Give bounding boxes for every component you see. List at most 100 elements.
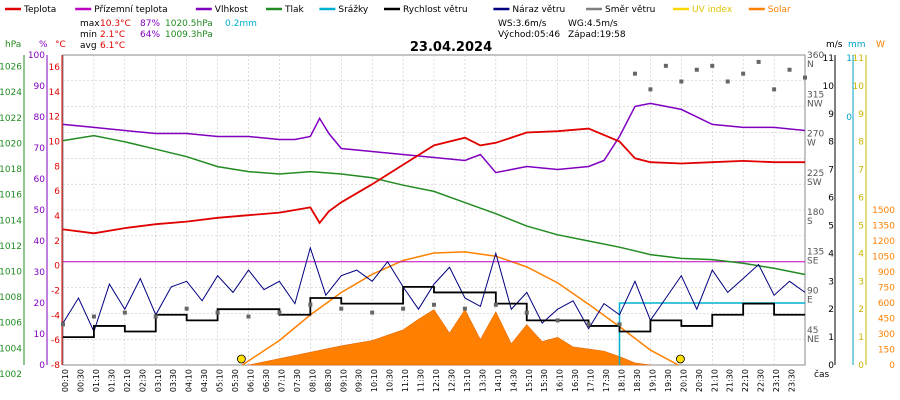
x-tick-label: 10:10 [370, 369, 379, 392]
axis-uv-tick: 7 [858, 166, 864, 176]
x-tick-label: 07:30 [293, 369, 302, 392]
x-tick-label: 02:30 [138, 369, 147, 392]
wind-dir-point [679, 79, 684, 84]
axis-uv-tick: 2 [858, 305, 864, 315]
axis-w-tick: 450 [878, 315, 895, 325]
axis-pct-tick: 0 [39, 361, 45, 371]
axis-pct-tick: 40 [34, 237, 46, 247]
axis-hpa-tick: 1002 [0, 370, 22, 380]
axis-hpa-tick: 1014 [0, 216, 22, 226]
x-tick-label: 02:10 [123, 369, 132, 392]
axis-dir-tick: E [807, 296, 813, 306]
x-tick-label: 20:30 [695, 369, 704, 392]
x-tick-label: 12:30 [447, 369, 456, 392]
axis-pct-tick: 100 [28, 51, 45, 61]
axis-w-tick: 600 [878, 299, 895, 309]
x-tick-label: 01:10 [92, 369, 101, 392]
x-tick-label: 15:10 [525, 369, 534, 392]
axis-w-tick: 0 [889, 361, 895, 371]
axis-ms-tick: 0 [828, 361, 834, 371]
x-tick-label: 11:30 [417, 369, 426, 392]
legend-label: Teplota [23, 5, 56, 15]
wind-dir-point [493, 302, 498, 307]
wind-dir-point [803, 75, 807, 80]
wind-dir-point [370, 310, 375, 315]
pressure-line [62, 134, 806, 276]
axis-temp-unit: °C [55, 40, 66, 50]
axis-hpa-tick: 1026 [0, 63, 22, 73]
axes: 1026102410221020101810161014101210101008… [0, 40, 895, 392]
x-tick-label: 19:10 [648, 369, 657, 392]
x-tick-label: 13:10 [463, 369, 472, 392]
wind-dir-point [184, 306, 189, 311]
wind-dir-point [432, 302, 436, 307]
axis-hpa-tick: 1010 [0, 267, 22, 277]
legend-label: Náraz větru [512, 5, 565, 15]
stat-max-rain: 0.2mm [225, 19, 257, 29]
axis-pct-tick: 60 [34, 175, 46, 185]
legend-label: Přízemní teplota [94, 5, 167, 15]
x-tick-label: 18:10 [618, 369, 627, 392]
axis-temp-tick: -2 [51, 287, 60, 297]
axis-hpa-tick: 1008 [0, 293, 22, 303]
x-tick-label: 03:10 [154, 369, 163, 392]
axis-ms-tick: 9 [828, 110, 834, 120]
axis-w-tick: 750 [878, 284, 895, 294]
wind-speed-line [63, 285, 805, 338]
info-sunset: Západ:19:58 [568, 30, 626, 40]
axis-uv-tick: 11 [853, 54, 864, 64]
series-lines [62, 102, 806, 365]
sun-markers [236, 354, 685, 364]
axis-mm-unit: mm [848, 40, 866, 50]
x-tick-label: 01:30 [107, 369, 116, 392]
x-tick-label: 17:30 [602, 369, 611, 392]
axis-w-tick: 1200 [872, 237, 895, 247]
axis-w-tick: 900 [878, 268, 895, 278]
x-tick-label: 09:10 [339, 369, 348, 392]
axis-pct-unit: % [39, 40, 48, 50]
axis-w-tick: 1350 [872, 222, 895, 232]
x-tick-label: 08:30 [324, 369, 333, 392]
x-tick-label: 09:30 [355, 369, 364, 392]
sun-marker [676, 354, 685, 364]
axis-uv-tick: 4 [858, 249, 864, 259]
x-tick-label: 16:10 [556, 369, 565, 392]
x-tick-label: 13:30 [478, 369, 487, 392]
axis-w-tick: 150 [878, 346, 895, 356]
axis-temp-tick: 10 [49, 138, 61, 148]
axis-w-tick: 1050 [872, 253, 895, 263]
axis-pct-tick: 10 [34, 330, 46, 340]
axis-ms-tick: 11 [823, 54, 834, 64]
x-tick-label: 23:10 [772, 369, 781, 392]
wind-dir-point [339, 306, 344, 311]
info-sunrise: Východ:05:46 [498, 30, 560, 40]
axis-uv-tick: 6 [858, 194, 864, 204]
x-tick-label: 20:10 [679, 369, 688, 392]
axis-w-unit: W [876, 40, 885, 50]
axis-temp-tick: 8 [54, 162, 60, 172]
axis-temp-tick: 2 [54, 237, 60, 247]
x-tick-label: 17:10 [587, 369, 596, 392]
info-ws: WS:3.6m/s [498, 19, 547, 29]
axis-temp-tick: -8 [51, 361, 60, 371]
axis-mm-tick: 0 [846, 113, 852, 123]
wind-dir-point [401, 306, 406, 311]
wind-dir-point [787, 67, 792, 72]
axis-dir-tick: 45 [807, 326, 818, 336]
wind-direction-points [61, 59, 807, 327]
wind-dir-point [741, 71, 746, 76]
axis-ms-tick: 3 [828, 277, 834, 287]
legend-label: UV index [692, 5, 733, 15]
axis-dir-tick: NW [807, 99, 823, 109]
wind-dir-point [91, 314, 96, 319]
sun-marker [236, 354, 246, 364]
solar-area [241, 251, 679, 366]
axis-w-tick: 1500 [872, 206, 895, 216]
stat-avg-temp: 6.1°C [100, 41, 125, 51]
legend-label: Tlak [284, 5, 305, 15]
axis-dir-tick: 90 [807, 287, 819, 297]
axis-dir-tick: 315 [807, 90, 824, 100]
x-tick-label: 00:10 [61, 369, 70, 392]
axis-hpa-tick: 1004 [0, 344, 22, 354]
axis-hpa-tick: 1018 [0, 165, 22, 175]
